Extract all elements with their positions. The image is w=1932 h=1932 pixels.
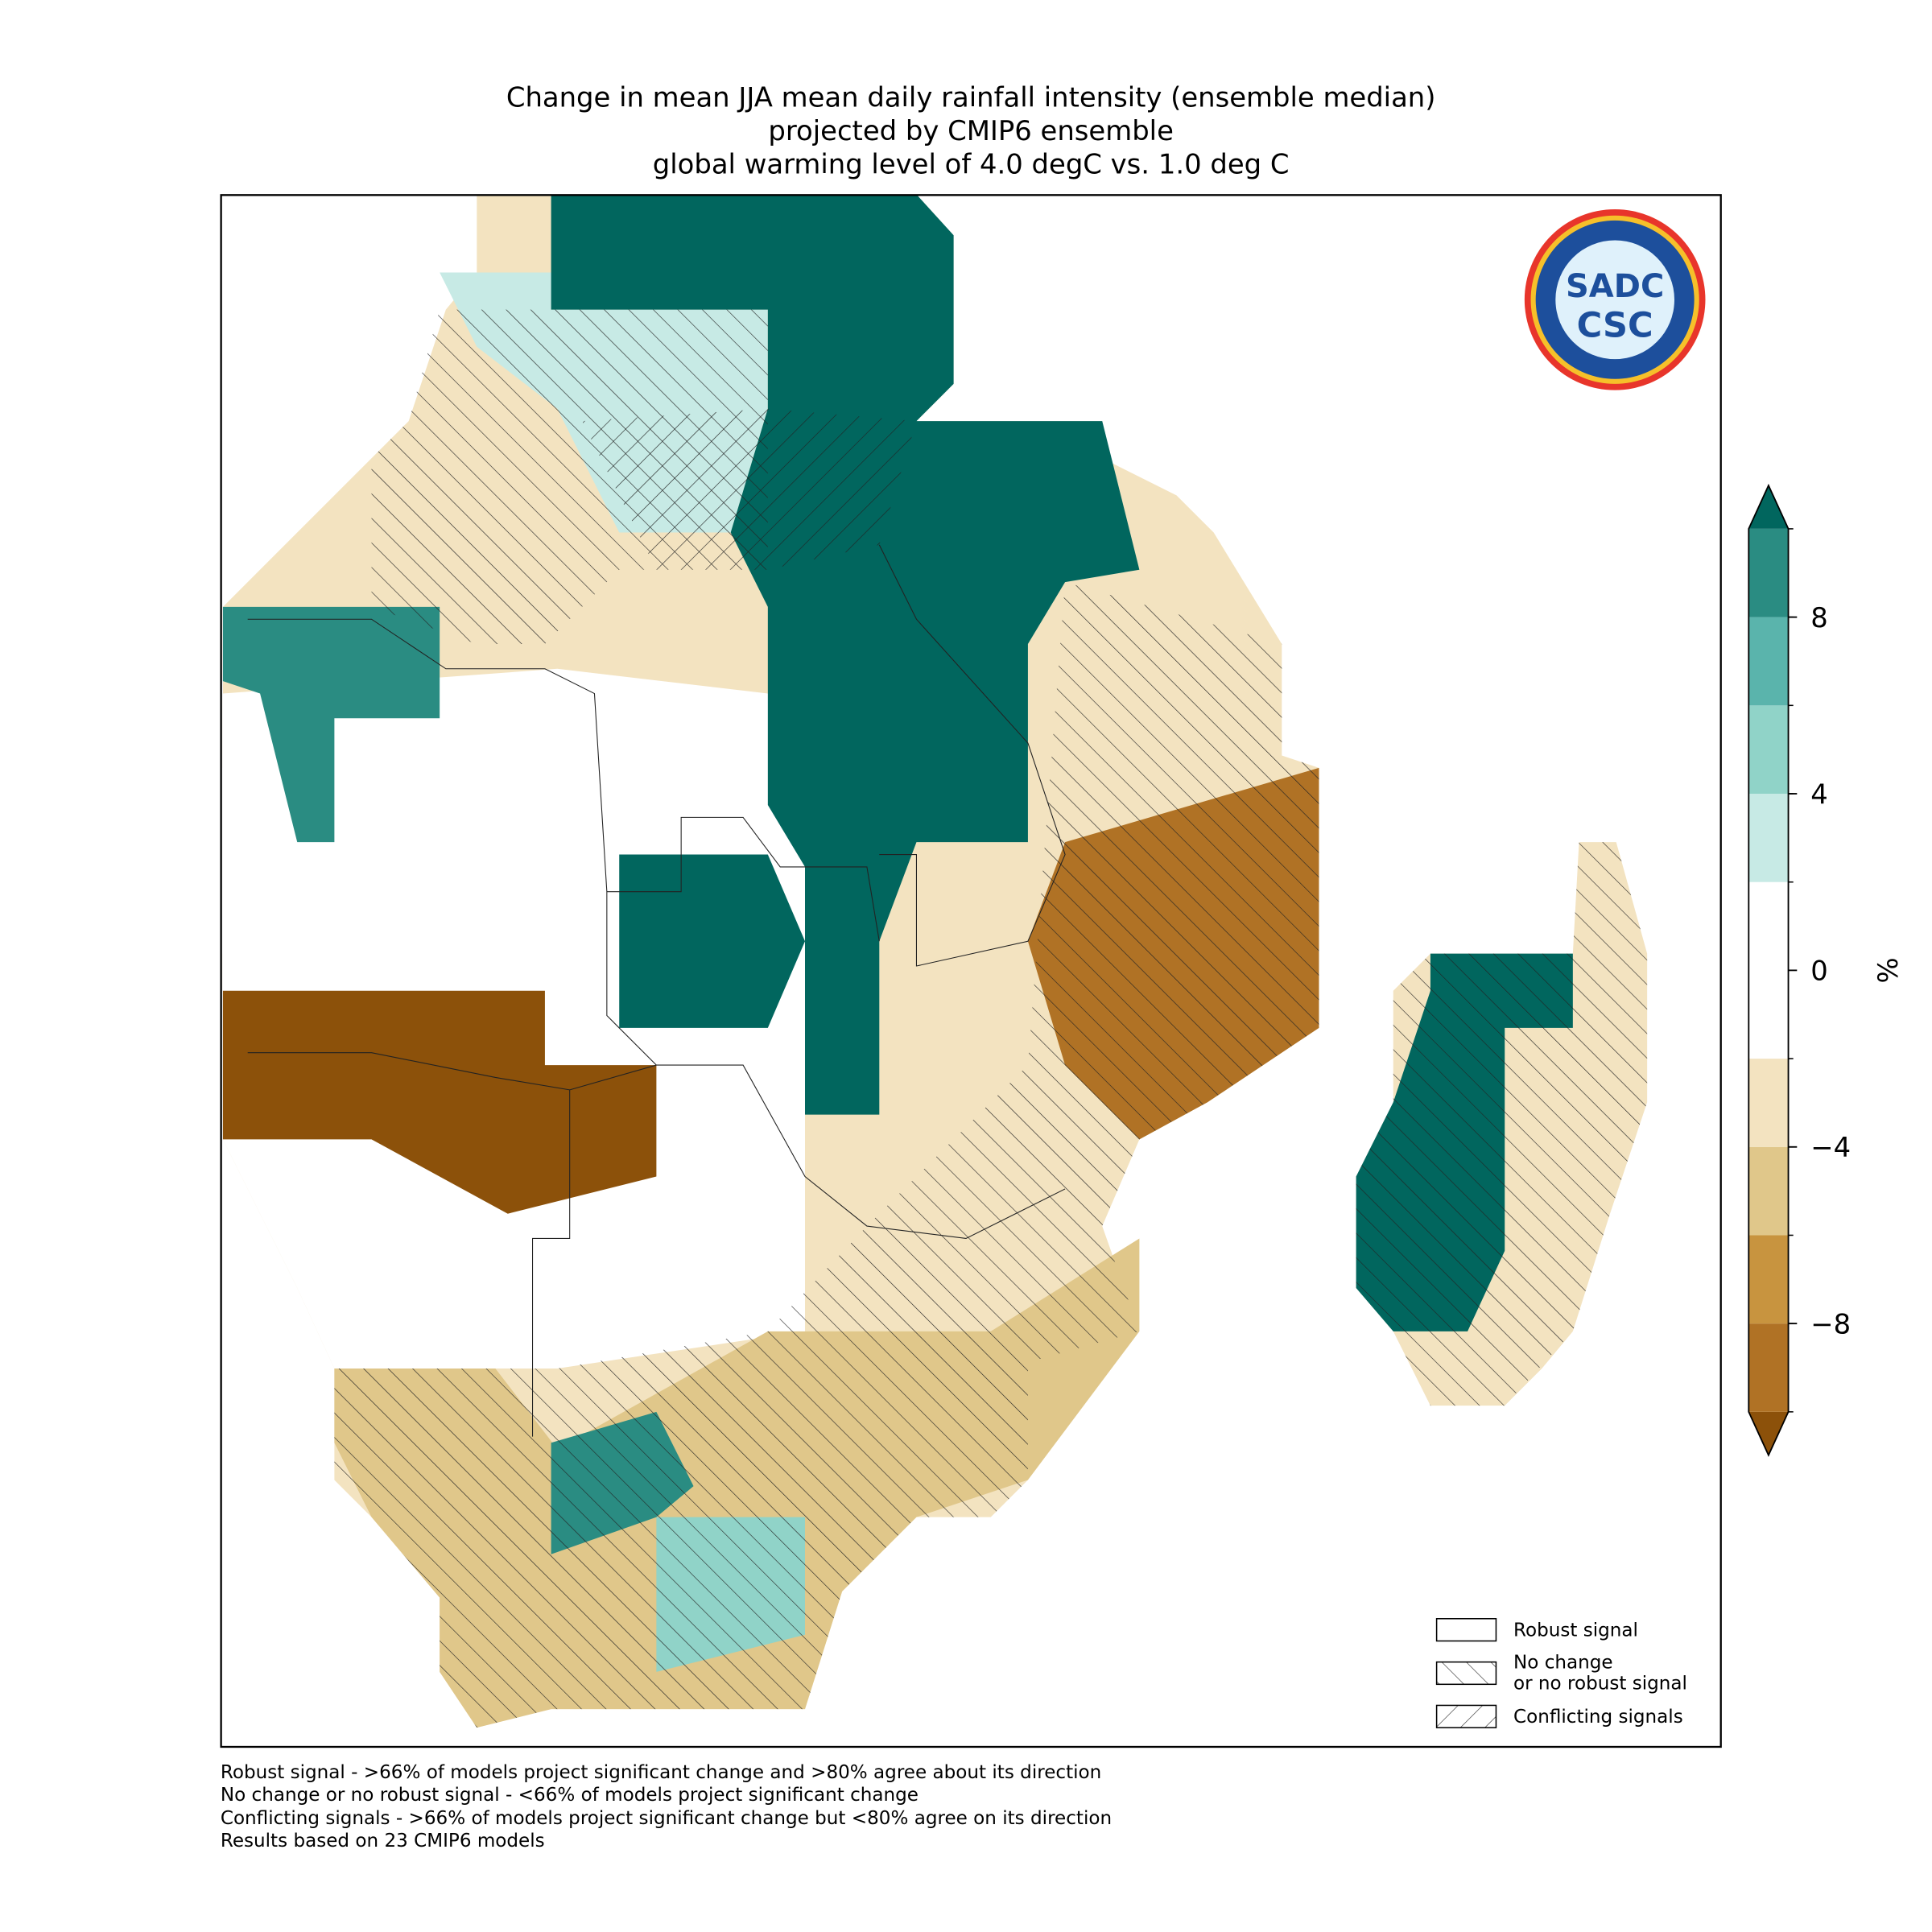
legend-label: Robust signal xyxy=(1513,1620,1638,1641)
legend-label: No change or no robust signal xyxy=(1513,1652,1687,1694)
hatch-area xyxy=(582,408,917,570)
colorbar-band xyxy=(1748,1146,1789,1236)
colorbar-extend xyxy=(1748,1411,1789,1455)
colorbar-tick-label: −4 xyxy=(1810,1132,1851,1163)
hatch-area xyxy=(1356,842,1648,1406)
footnote: Conflicting signals - >66% of models pro… xyxy=(221,1808,1112,1829)
colorbar-band xyxy=(1748,1323,1789,1412)
colorbar: −8 −4 0 4 8% xyxy=(1748,483,1904,1457)
colorbar-tick-label: 0 xyxy=(1810,956,1828,987)
legend-swatch xyxy=(1435,1661,1497,1686)
footnote: Robust signal - >66% of models project s… xyxy=(221,1762,1101,1783)
border xyxy=(878,544,1066,967)
border xyxy=(247,618,657,1066)
footnote: No change or no robust signal - <66% of … xyxy=(221,1785,919,1806)
legend-swatch xyxy=(1435,1618,1497,1642)
colorbar-band xyxy=(1748,528,1789,617)
region-teal xyxy=(551,194,1140,1115)
colorbar-band xyxy=(1748,617,1789,706)
colorbar-band xyxy=(1748,794,1789,882)
hatch-area xyxy=(334,582,1319,1728)
logo-text: SADC xyxy=(1566,268,1664,305)
colorbar-band xyxy=(1748,705,1789,794)
colorbar-extend xyxy=(1748,485,1789,529)
region-teal xyxy=(222,606,440,843)
title-line: projected by CMIP6 ensemble xyxy=(768,115,1173,147)
footnote: Results based on 23 CMIP6 models xyxy=(221,1831,545,1852)
colorbar-band xyxy=(1748,881,1789,1059)
legend: Robust signal No change or no robust sign… xyxy=(1435,1618,1687,1728)
region-brown xyxy=(222,990,657,1214)
legend-swatch xyxy=(1435,1704,1497,1728)
colorbar-band xyxy=(1748,1059,1789,1147)
title-line: global warming level of 4.0 degC vs. 1.0… xyxy=(653,148,1290,180)
map xyxy=(222,194,1648,1728)
border xyxy=(606,816,880,942)
title-line: Change in mean JJA mean daily rainfall i… xyxy=(506,81,1436,113)
logo-center xyxy=(1555,240,1674,360)
map-frame xyxy=(220,194,1722,1748)
border xyxy=(532,1064,1066,1437)
legend-label: Conflicting signals xyxy=(1513,1707,1683,1728)
logo-text: CSC xyxy=(1577,305,1653,345)
colorbar-tick-label: 8 xyxy=(1810,602,1828,634)
colorbar-tick-label: −8 xyxy=(1810,1308,1851,1340)
colorbar-band xyxy=(1748,1235,1789,1324)
border xyxy=(247,1052,570,1091)
colorbar-tick-label: 4 xyxy=(1810,778,1828,810)
region-teal xyxy=(619,854,805,1028)
colorbar-label: % xyxy=(1872,957,1904,983)
logo: SADC CSC xyxy=(1524,209,1706,390)
